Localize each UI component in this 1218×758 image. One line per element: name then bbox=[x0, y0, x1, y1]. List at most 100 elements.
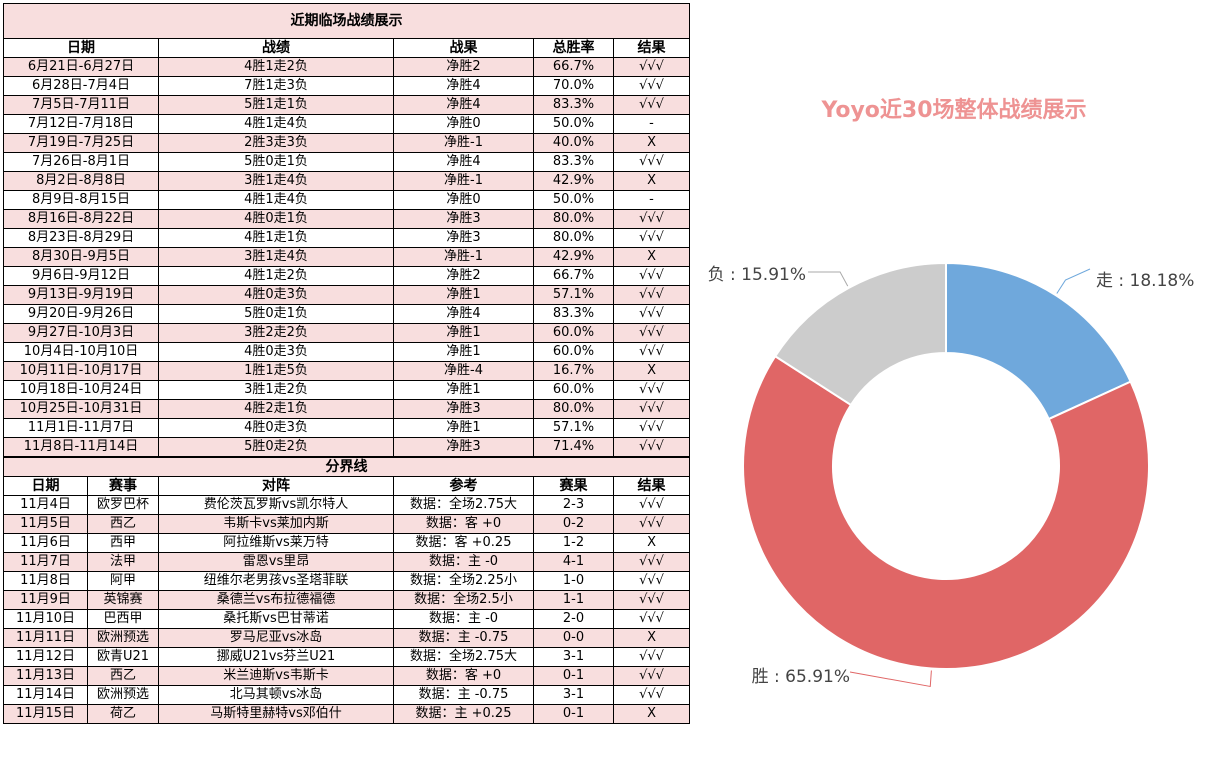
table-row: 9月13日-9月19日 4胜0走3负 净胜1 57.1% √√√ bbox=[3, 285, 691, 305]
table-cell: 数据：主 +0.25 bbox=[393, 704, 534, 724]
table-cell: 净胜2 bbox=[393, 266, 534, 286]
table-cell: 7月5日-7月11日 bbox=[3, 95, 159, 115]
table-cell: 9月13日-9月19日 bbox=[3, 285, 159, 305]
table-row: 11月15日 荷乙 马斯特里赫特vs邓伯什 数据：主 +0.25 0-1 X bbox=[3, 704, 691, 724]
table-cell: 数据：全场2.75大 bbox=[393, 495, 534, 515]
table-cell: 71.4% bbox=[533, 437, 614, 457]
header-net: 战果 bbox=[393, 38, 534, 58]
table-cell: X bbox=[612, 533, 691, 553]
table-cell: 60.0% bbox=[533, 380, 614, 400]
table-cell: 11月11日 bbox=[3, 628, 88, 648]
table-cell: 57.1% bbox=[533, 285, 614, 305]
table-cell: 数据：客 +0 bbox=[393, 666, 534, 686]
table-cell: 净胜3 bbox=[393, 209, 534, 229]
table-cell: 5胜1走1负 bbox=[158, 95, 394, 115]
table-cell: 净胜4 bbox=[393, 95, 534, 115]
table-cell: √√√ bbox=[612, 685, 691, 705]
table-cell: √√√ bbox=[612, 399, 691, 419]
table-row: 8月23日-8月29日 4胜1走1负 净胜3 80.0% √√√ bbox=[3, 228, 691, 248]
table-cell: 11月8日-11月14日 bbox=[3, 437, 159, 457]
table-cell: 7月19日-7月25日 bbox=[3, 133, 159, 153]
table-cell: 6月28日-7月4日 bbox=[3, 76, 159, 96]
donut-chart-svg: 走 : 18.18% 胜 : 65.91% 负 : 15.91% bbox=[708, 261, 1194, 688]
table-cell: 42.9% bbox=[533, 247, 614, 267]
table-row: 8月9日-8月15日 4胜1走4负 净胜0 50.0% - bbox=[3, 190, 691, 210]
table-cell: X bbox=[612, 361, 691, 381]
table-cell: √√√ bbox=[612, 228, 691, 248]
table-header-row: 日期 赛事 对阵 参考 赛果 结果 bbox=[3, 476, 691, 496]
table-cell: 韦斯卡vs莱加内斯 bbox=[158, 514, 394, 534]
table-row: 9月6日-9月12日 4胜1走2负 净胜2 66.7% √√√ bbox=[3, 266, 691, 286]
table-cell: 40.0% bbox=[533, 133, 614, 153]
table-cell: 3胜1走4负 bbox=[158, 171, 394, 191]
table-cell: 1-2 bbox=[533, 533, 614, 553]
table-cell: 8月30日-9月5日 bbox=[3, 247, 159, 267]
table-cell: 英锦赛 bbox=[87, 590, 159, 610]
table-cell: 42.9% bbox=[533, 171, 614, 191]
table-cell: 净胜4 bbox=[393, 76, 534, 96]
table-cell: 数据：全场2.75大 bbox=[393, 647, 534, 667]
table-cell: 4胜0走3负 bbox=[158, 342, 394, 362]
match-detail-table: 分界线 日期 赛事 对阵 参考 赛果 结果 11月4日 欧罗巴杯 费伦茨瓦罗斯vs凯… bbox=[2, 457, 691, 724]
table-cell: 10月18日-10月24日 bbox=[3, 380, 159, 400]
table-cell: 60.0% bbox=[533, 323, 614, 343]
table-cell: √√√ bbox=[612, 285, 691, 305]
table-cell: 11月13日 bbox=[3, 666, 88, 686]
header-date: 日期 bbox=[3, 38, 159, 58]
table-cell: 16.7% bbox=[533, 361, 614, 381]
table-cell: 8月16日-8月22日 bbox=[3, 209, 159, 229]
table-cell: 净胜3 bbox=[393, 437, 534, 457]
table-cell: 净胜-1 bbox=[393, 247, 534, 267]
table-cell: 4胜0走3负 bbox=[158, 418, 394, 438]
table-cell: X bbox=[612, 247, 691, 267]
table-row: 11月9日 英锦赛 桑德兰vs布拉德福德 数据：全场2.5小 1-1 √√√ bbox=[3, 590, 691, 610]
table-cell: √√√ bbox=[612, 342, 691, 362]
table-cell: 57.1% bbox=[533, 418, 614, 438]
table-cell: 3胜2走2负 bbox=[158, 323, 394, 343]
table-cell: 马斯特里赫特vs邓伯什 bbox=[158, 704, 394, 724]
table-cell: √√√ bbox=[612, 57, 691, 77]
table-cell: 净胜1 bbox=[393, 285, 534, 305]
table-cell: 11月15日 bbox=[3, 704, 88, 724]
table-cell: 6月21日-6月27日 bbox=[3, 57, 159, 77]
table-cell: 欧洲预选 bbox=[87, 685, 159, 705]
table-cell: 11月8日 bbox=[3, 571, 88, 591]
table-cell: 10月11日-10月17日 bbox=[3, 361, 159, 381]
table-cell: 1胜1走5负 bbox=[158, 361, 394, 381]
header-date: 日期 bbox=[3, 476, 88, 496]
header-match: 对阵 bbox=[158, 476, 394, 496]
table-cell: 7月26日-8月1日 bbox=[3, 152, 159, 172]
table-cell: 4胜1走4负 bbox=[158, 114, 394, 134]
table-cell: 欧洲预选 bbox=[87, 628, 159, 648]
table-cell: 2胜3走3负 bbox=[158, 133, 394, 153]
table-cell: √√√ bbox=[612, 304, 691, 324]
table-cell: 数据：主 -0 bbox=[393, 552, 534, 572]
table-row: 8月16日-8月22日 4胜0走1负 净胜3 80.0% √√√ bbox=[3, 209, 691, 229]
table-cell: 80.0% bbox=[533, 228, 614, 248]
table-cell: 数据：全场2.5小 bbox=[393, 590, 534, 610]
table-cell: 净胜3 bbox=[393, 399, 534, 419]
table-cell: 83.3% bbox=[533, 152, 614, 172]
table-cell: 50.0% bbox=[533, 114, 614, 134]
table-cell: 7胜1走3负 bbox=[158, 76, 394, 96]
table-cell: 3胜1走2负 bbox=[158, 380, 394, 400]
table-row: 11月6日 西甲 阿拉维斯vs莱万特 数据：客 +0.25 1-2 X bbox=[3, 533, 691, 553]
divider-row: 分界线 bbox=[2, 457, 691, 477]
table-row: 9月27日-10月3日 3胜2走2负 净胜1 60.0% √√√ bbox=[3, 323, 691, 343]
table-cell: 挪威U21vs芬兰U21 bbox=[158, 647, 394, 667]
table-cell: 80.0% bbox=[533, 399, 614, 419]
chart-title: Yoyo近30场整体战绩展示 bbox=[821, 98, 1087, 123]
table-title-row: 近期临场战绩展示 bbox=[2, 3, 691, 39]
table-cell: √√√ bbox=[612, 495, 691, 515]
table-cell: 4胜1走1负 bbox=[158, 228, 394, 248]
table-cell: 北马其顿vs冰岛 bbox=[158, 685, 394, 705]
table-cell: 净胜2 bbox=[393, 57, 534, 77]
table-cell: 66.7% bbox=[533, 57, 614, 77]
donut-chart: Yoyo近30场整体战绩展示 走 : 18.18% 胜 : 65.91% 负 : 1… bbox=[690, 0, 1218, 754]
table-cell: √√√ bbox=[612, 152, 691, 172]
table-cell: √√√ bbox=[612, 571, 691, 591]
table-cell: 8月2日-8月8日 bbox=[3, 171, 159, 191]
table-row: 11月10日 巴西甲 桑托斯vs巴甘蒂诺 数据：主 -0 2-0 √√√ bbox=[3, 609, 691, 629]
table-cell: 80.0% bbox=[533, 209, 614, 229]
table-cell: 11月6日 bbox=[3, 533, 88, 553]
